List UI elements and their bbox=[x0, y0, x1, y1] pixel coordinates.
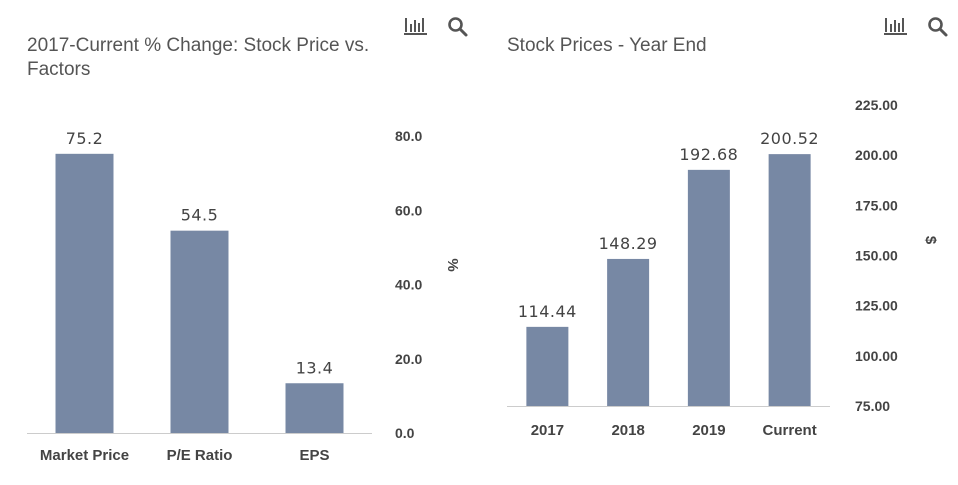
left-data-label-3: 13.4 bbox=[296, 358, 334, 377]
right-y-tick-label-5: 175.00 bbox=[855, 197, 898, 213]
right-bar-chart-icon[interactable] bbox=[883, 15, 909, 37]
left-bar-chart-icon[interactable] bbox=[403, 15, 429, 37]
left-chart-title-line-1: 2017-Current % Change: Stock Price vs. bbox=[27, 35, 370, 56]
right-y-tick-label-4: 150.00 bbox=[855, 248, 898, 264]
left-bar-1[interactable] bbox=[55, 153, 114, 433]
right-chart: 114.44 2017 148.29 2018 192.68 2019 200.52 Curr… bbox=[507, 97, 939, 439]
left-category-label-3: EPS bbox=[299, 447, 329, 464]
right-y-axis-label: $ bbox=[922, 236, 939, 245]
right-y-tick-label-7: 225.00 bbox=[855, 97, 898, 113]
left-search-icon[interactable] bbox=[447, 16, 469, 38]
left-bar-3[interactable] bbox=[285, 383, 344, 433]
right-y-tick-label-1: 75.00 bbox=[855, 398, 890, 414]
right-bar-3[interactable] bbox=[687, 169, 730, 406]
left-chart-title: 2017-Current % Change: Stock Price vs. F… bbox=[27, 34, 427, 82]
right-category-label-1: 2017 bbox=[531, 422, 564, 439]
right-category-label-3: 2019 bbox=[692, 422, 725, 439]
left-data-label-1: 75.2 bbox=[66, 129, 104, 148]
right-data-label-2: 148.29 bbox=[599, 234, 658, 253]
right-data-label-1: 114.44 bbox=[518, 302, 577, 321]
right-y-tick-label-6: 200.00 bbox=[855, 147, 898, 163]
right-chart-title-line-1: Stock Prices - Year End bbox=[507, 35, 707, 56]
right-y-tick-label-2: 100.00 bbox=[855, 348, 898, 364]
right-category-label-4: Current bbox=[763, 422, 817, 439]
left-data-label-2: 54.5 bbox=[181, 206, 219, 225]
left-y-tick-label-3: 40.0 bbox=[395, 277, 422, 293]
right-search-icon[interactable] bbox=[927, 16, 949, 38]
left-category-label-1: Market Price bbox=[40, 447, 129, 464]
left-y-tick-label-4: 60.0 bbox=[395, 202, 422, 218]
right-category-label-2: 2018 bbox=[611, 422, 644, 439]
left-y-axis-label: % bbox=[444, 258, 461, 271]
left-category-label-2: P/E Ratio bbox=[167, 447, 233, 464]
right-chart-title: Stock Prices - Year End bbox=[507, 34, 847, 58]
left-chart-title-line-2: Factors bbox=[27, 59, 91, 80]
left-chart: 75.2 Market Price 54.5 P/E Ratio 13.4 EPS 0.0 2… bbox=[27, 128, 461, 464]
left-y-tick-label-1: 0.0 bbox=[395, 425, 415, 441]
right-data-label-3: 192.68 bbox=[679, 145, 738, 164]
left-y-tick-label-5: 80.0 bbox=[395, 128, 422, 144]
right-data-label-4: 200.52 bbox=[760, 129, 819, 148]
right-bar-4[interactable] bbox=[768, 154, 811, 406]
right-bar-2[interactable] bbox=[607, 258, 650, 406]
right-y-tick-label-3: 125.00 bbox=[855, 298, 898, 314]
left-bar-2[interactable] bbox=[170, 230, 229, 433]
right-bar-1[interactable] bbox=[526, 326, 569, 406]
left-y-tick-label-2: 20.0 bbox=[395, 351, 422, 367]
